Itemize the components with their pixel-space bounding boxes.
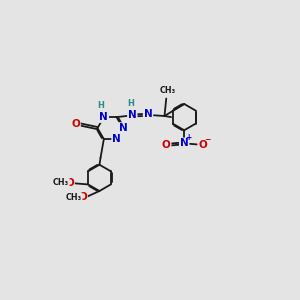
Text: N: N [112,134,121,144]
Text: N: N [144,110,152,119]
Text: H: H [127,99,134,108]
Text: N: N [180,138,189,148]
Text: N: N [118,123,127,133]
Text: O: O [65,178,74,188]
Text: H: H [97,100,104,109]
Text: N: N [100,112,108,122]
Text: CH₃: CH₃ [53,178,69,188]
Text: CH₃: CH₃ [159,86,176,95]
Text: N: N [128,110,137,120]
Text: O: O [162,140,171,150]
Text: O: O [71,119,80,129]
Text: −: − [204,135,211,144]
Text: CH₃: CH₃ [66,193,82,202]
Text: O: O [78,192,87,203]
Text: +: + [185,134,191,142]
Text: O: O [198,140,207,150]
